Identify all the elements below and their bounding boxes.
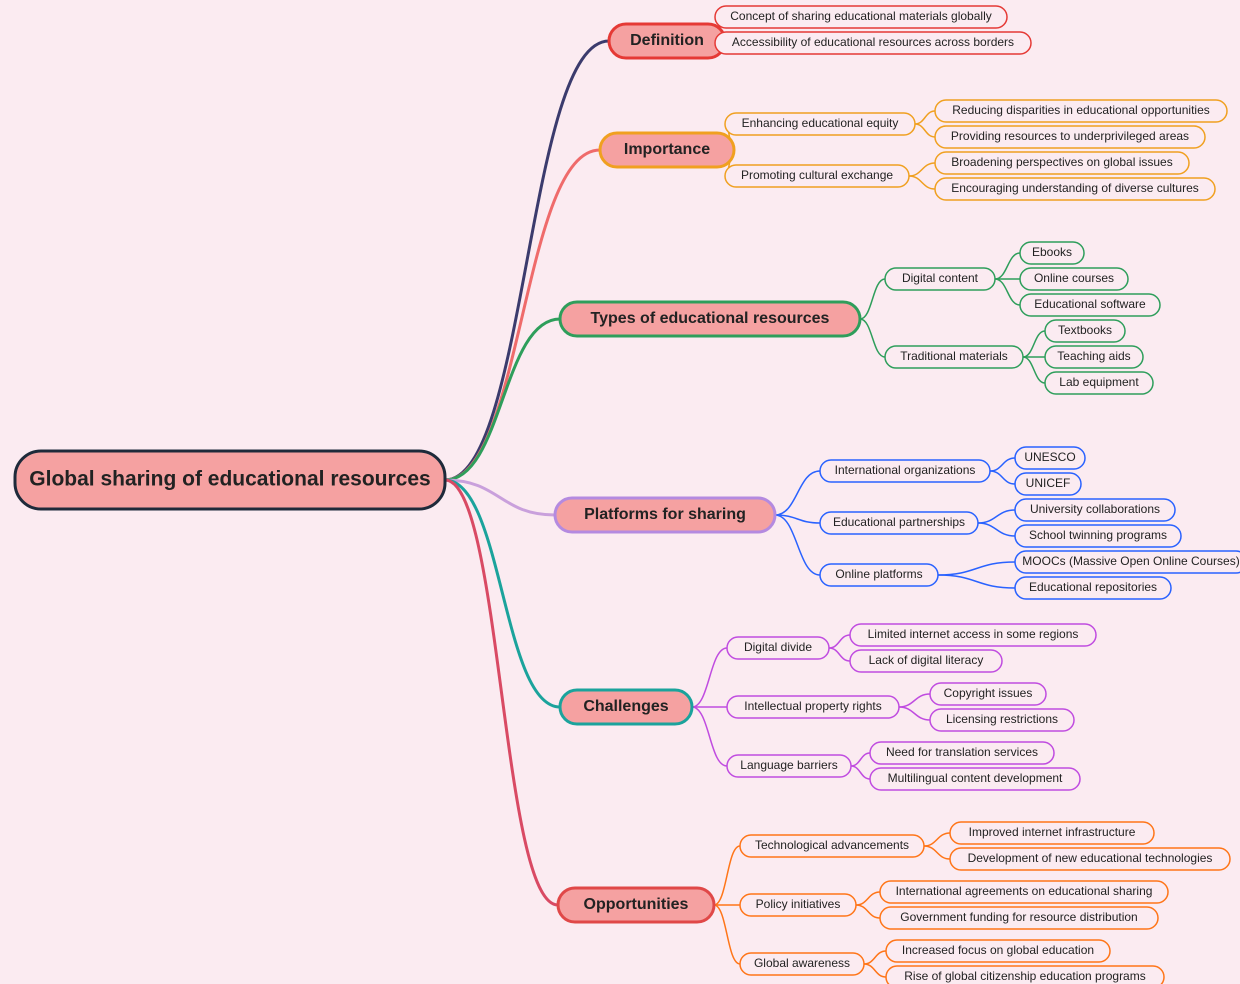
edge-types-sub-0-leaf-0: [995, 253, 1020, 279]
edge-types-sub-0-leaf-2: [995, 279, 1020, 305]
edge-platforms-sub-1-leaf-1: [978, 523, 1015, 536]
edge-opportunities-sub-0: [714, 846, 740, 905]
leaf-label-definition-1: Accessibility of educational resources a…: [732, 35, 1014, 49]
leaf-label-types-1-0: Textbooks: [1058, 323, 1112, 337]
edge-types-sub-1: [860, 319, 885, 357]
leaf-label-importance-1-1: Encouraging understanding of diverse cul…: [951, 181, 1199, 195]
branch-label-definition: Definition: [630, 32, 704, 49]
edge-challenges-sub-1-leaf-0: [899, 694, 930, 707]
leaf-label-challenges-1-0: Copyright issues: [944, 686, 1033, 700]
leaf-label-challenges-0-0: Limited internet access in some regions: [868, 627, 1079, 641]
leaf-label-importance-0-0: Reducing disparities in educational oppo…: [952, 103, 1210, 117]
edge-platforms-sub-0-leaf-1: [990, 471, 1015, 484]
edge-types-sub-1-leaf-0: [1023, 331, 1045, 357]
sub-label-types-1: Traditional materials: [900, 349, 1008, 363]
leaf-label-challenges-2-0: Need for translation services: [886, 745, 1038, 759]
leaf-label-opportunities-2-0: Increased focus on global education: [902, 943, 1094, 957]
edge-platforms-sub-0: [775, 471, 820, 515]
root-label: Global sharing of educational resources: [29, 468, 430, 491]
sub-label-challenges-0: Digital divide: [744, 640, 812, 654]
edge-opportunities-sub-1-leaf-0: [856, 892, 880, 905]
leaf-label-opportunities-2-1: Rise of global citizenship education pro…: [904, 969, 1145, 983]
branch-label-challenges: Challenges: [583, 698, 668, 715]
sub-label-opportunities-0: Technological advancements: [755, 838, 909, 852]
edge-platforms-sub-1-leaf-0: [978, 510, 1015, 523]
edge-challenges-sub-0-leaf-0: [829, 635, 850, 648]
leaf-label-types-1-2: Lab equipment: [1059, 375, 1139, 389]
leaf-label-types-0-1: Online courses: [1034, 271, 1114, 285]
leaf-label-platforms-1-0: University collaborations: [1030, 502, 1160, 516]
leaf-label-types-1-1: Teaching aids: [1057, 349, 1130, 363]
edge-platforms-sub-2-leaf-0: [938, 562, 1015, 575]
sub-label-platforms-1: Educational partnerships: [833, 515, 965, 529]
edge-root-types: [445, 319, 560, 480]
edge-root-opportunities: [445, 480, 558, 905]
leaf-label-challenges-2-1: Multilingual content development: [888, 771, 1063, 785]
leaf-label-challenges-0-1: Lack of digital literacy: [869, 653, 984, 667]
branch-label-importance: Importance: [624, 141, 710, 158]
sub-label-opportunities-2: Global awareness: [754, 956, 850, 970]
edge-types-sub-1-leaf-2: [1023, 357, 1045, 383]
leaf-label-opportunities-0-1: Development of new educational technolog…: [968, 851, 1213, 865]
sub-label-importance-1: Promoting cultural exchange: [741, 168, 893, 182]
edge-platforms-sub-2-leaf-1: [938, 575, 1015, 588]
mindmap-canvas: Global sharing of educational resources D…: [0, 0, 1240, 984]
edge-challenges-sub-2-leaf-1: [851, 766, 870, 779]
edge-root-platforms: [445, 480, 555, 515]
edge-opportunities-sub-0-leaf-0: [924, 833, 950, 846]
leaf-label-types-0-0: Ebooks: [1032, 245, 1072, 259]
edge-opportunities-sub-0-leaf-1: [924, 846, 950, 859]
edge-importance-sub-0-leaf-0: [915, 111, 935, 124]
sub-label-importance-0: Enhancing educational equity: [742, 116, 899, 130]
sub-label-platforms-0: International organizations: [835, 463, 976, 477]
edge-opportunities-sub-2-leaf-0: [864, 951, 886, 964]
edge-importance-sub-1-leaf-0: [909, 163, 935, 176]
leaf-label-platforms-1-1: School twinning programs: [1029, 528, 1167, 542]
branch-label-types: Types of educational resources: [591, 310, 830, 327]
sub-label-opportunities-1: Policy initiatives: [756, 897, 841, 911]
edge-opportunities-sub-1-leaf-1: [856, 905, 880, 918]
sub-label-types-0: Digital content: [902, 271, 979, 285]
leaf-label-challenges-1-1: Licensing restrictions: [946, 712, 1058, 726]
edge-platforms-sub-1: [775, 515, 820, 523]
edge-opportunities-sub-2: [714, 905, 740, 964]
leaf-label-platforms-0-0: UNESCO: [1024, 450, 1075, 464]
leaf-label-platforms-2-1: Educational repositories: [1029, 580, 1157, 594]
sub-label-challenges-2: Language barriers: [740, 758, 837, 772]
sub-label-challenges-1: Intellectual property rights: [744, 699, 881, 713]
edge-opportunities-sub-2-leaf-1: [864, 964, 886, 977]
leaf-label-opportunities-1-0: International agreements on educational …: [896, 884, 1153, 898]
leaf-label-types-0-2: Educational software: [1034, 297, 1146, 311]
branch-label-opportunities: Opportunities: [584, 896, 689, 913]
leaf-label-platforms-2-0: MOOCs (Massive Open Online Courses): [1022, 554, 1239, 568]
edge-importance-sub-0-leaf-1: [915, 124, 935, 137]
leaf-label-opportunities-0-0: Improved internet infrastructure: [969, 825, 1136, 839]
leaf-label-definition-0: Concept of sharing educational materials…: [730, 9, 992, 23]
edge-importance-sub-1-leaf-1: [909, 176, 935, 189]
leaf-label-importance-0-1: Providing resources to underprivileged a…: [951, 129, 1189, 143]
leaf-label-importance-1-0: Broadening perspectives on global issues: [951, 155, 1172, 169]
leaf-label-platforms-0-1: UNICEF: [1026, 476, 1071, 490]
sub-label-platforms-2: Online platforms: [835, 567, 922, 581]
edge-platforms-sub-2: [775, 515, 820, 575]
edge-root-definition: [445, 41, 609, 480]
edge-challenges-sub-2-leaf-0: [851, 753, 870, 766]
edge-types-sub-0: [860, 279, 885, 319]
nodes-layer: Global sharing of educational resources D…: [15, 6, 1240, 984]
leaf-label-opportunities-1-1: Government funding for resource distribu…: [900, 910, 1137, 924]
edge-challenges-sub-0: [692, 648, 727, 707]
edge-challenges-sub-2: [692, 707, 727, 766]
branch-label-platforms: Platforms for sharing: [584, 506, 746, 523]
edge-platforms-sub-0-leaf-0: [990, 458, 1015, 471]
edge-challenges-sub-0-leaf-1: [829, 648, 850, 661]
edge-challenges-sub-1-leaf-1: [899, 707, 930, 720]
